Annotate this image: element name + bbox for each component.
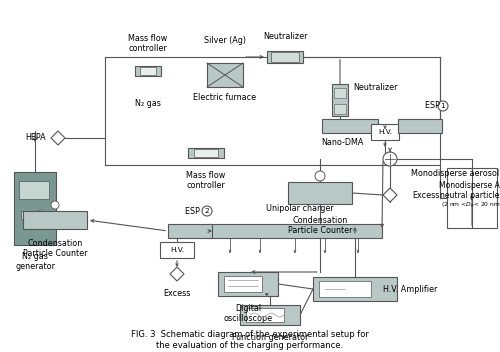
Text: Condensation
Particle Counter: Condensation Particle Counter <box>23 239 88 258</box>
Text: ESP: ESP <box>185 207 202 215</box>
Circle shape <box>38 216 44 222</box>
Text: Neutralizer: Neutralizer <box>354 83 398 92</box>
Bar <box>160 242 194 258</box>
Text: H.V. Amplifier: H.V. Amplifier <box>383 284 438 294</box>
Text: Excess: Excess <box>164 289 190 298</box>
Text: Function generator: Function generator <box>232 333 308 342</box>
Circle shape <box>38 210 44 216</box>
Bar <box>218 272 278 296</box>
Polygon shape <box>383 188 397 202</box>
Text: Condensation
Particle Counter: Condensation Particle Counter <box>288 216 352 235</box>
Bar <box>207 224 382 238</box>
Text: Monodisperse Ag
neutral particles: Monodisperse Ag neutral particles <box>439 181 500 200</box>
Bar <box>447 168 497 228</box>
Polygon shape <box>51 131 65 145</box>
Circle shape <box>383 152 397 166</box>
Text: Mass flow
controller: Mass flow controller <box>128 33 168 53</box>
Bar <box>194 149 218 157</box>
Polygon shape <box>170 267 184 281</box>
Bar <box>140 67 156 75</box>
Text: (2 nm <$\it{D}_\mathrm{p}$< 20 nm): (2 nm <$\it{D}_\mathrm{p}$< 20 nm) <box>441 201 500 211</box>
Bar <box>271 52 299 62</box>
Bar <box>319 281 371 297</box>
Bar <box>207 63 243 87</box>
Text: Electric furnace: Electric furnace <box>194 93 256 102</box>
Bar <box>224 276 262 292</box>
Bar <box>21 211 35 219</box>
Text: Silver (Ag): Silver (Ag) <box>204 36 246 45</box>
Text: Nano-DMA: Nano-DMA <box>321 138 363 147</box>
Bar <box>14 172 56 245</box>
Text: Unipolar charger: Unipolar charger <box>266 204 334 213</box>
Text: ESP: ESP <box>425 101 442 111</box>
Circle shape <box>438 101 448 111</box>
Circle shape <box>202 206 212 216</box>
Text: 2: 2 <box>204 208 210 214</box>
Bar <box>334 88 346 98</box>
Bar <box>23 211 87 229</box>
Bar <box>398 119 442 133</box>
Text: HEPA: HEPA <box>26 133 46 143</box>
Text: Excess: Excess <box>412 190 440 200</box>
Text: FIG. 3  Schematic diagram of the experimental setup for
the evaluation of the ch: FIG. 3 Schematic diagram of the experime… <box>131 330 369 350</box>
Bar <box>371 124 399 140</box>
Text: Monodisperse aerosol: Monodisperse aerosol <box>411 169 499 178</box>
Bar <box>19 181 49 199</box>
Text: H.V.: H.V. <box>170 247 184 253</box>
Text: Neutralizer: Neutralizer <box>263 32 307 41</box>
Text: N₂ gas: N₂ gas <box>135 100 161 108</box>
Circle shape <box>315 171 325 181</box>
Text: Digital
oscilloscope: Digital oscilloscope <box>224 304 272 323</box>
Text: Mass flow
controller: Mass flow controller <box>186 171 226 190</box>
Bar <box>246 308 284 322</box>
Bar <box>313 277 397 301</box>
Bar <box>240 305 300 325</box>
Bar <box>188 148 224 158</box>
Bar <box>168 224 212 238</box>
Bar <box>322 119 378 133</box>
Text: 1: 1 <box>440 103 446 109</box>
Bar <box>334 104 346 114</box>
Text: N₂ gas
generator: N₂ gas generator <box>15 252 55 271</box>
Bar <box>267 51 303 63</box>
Bar <box>288 182 352 204</box>
Text: H.V.: H.V. <box>378 129 392 135</box>
Bar <box>332 84 348 116</box>
Bar <box>135 66 161 76</box>
Circle shape <box>51 201 59 209</box>
